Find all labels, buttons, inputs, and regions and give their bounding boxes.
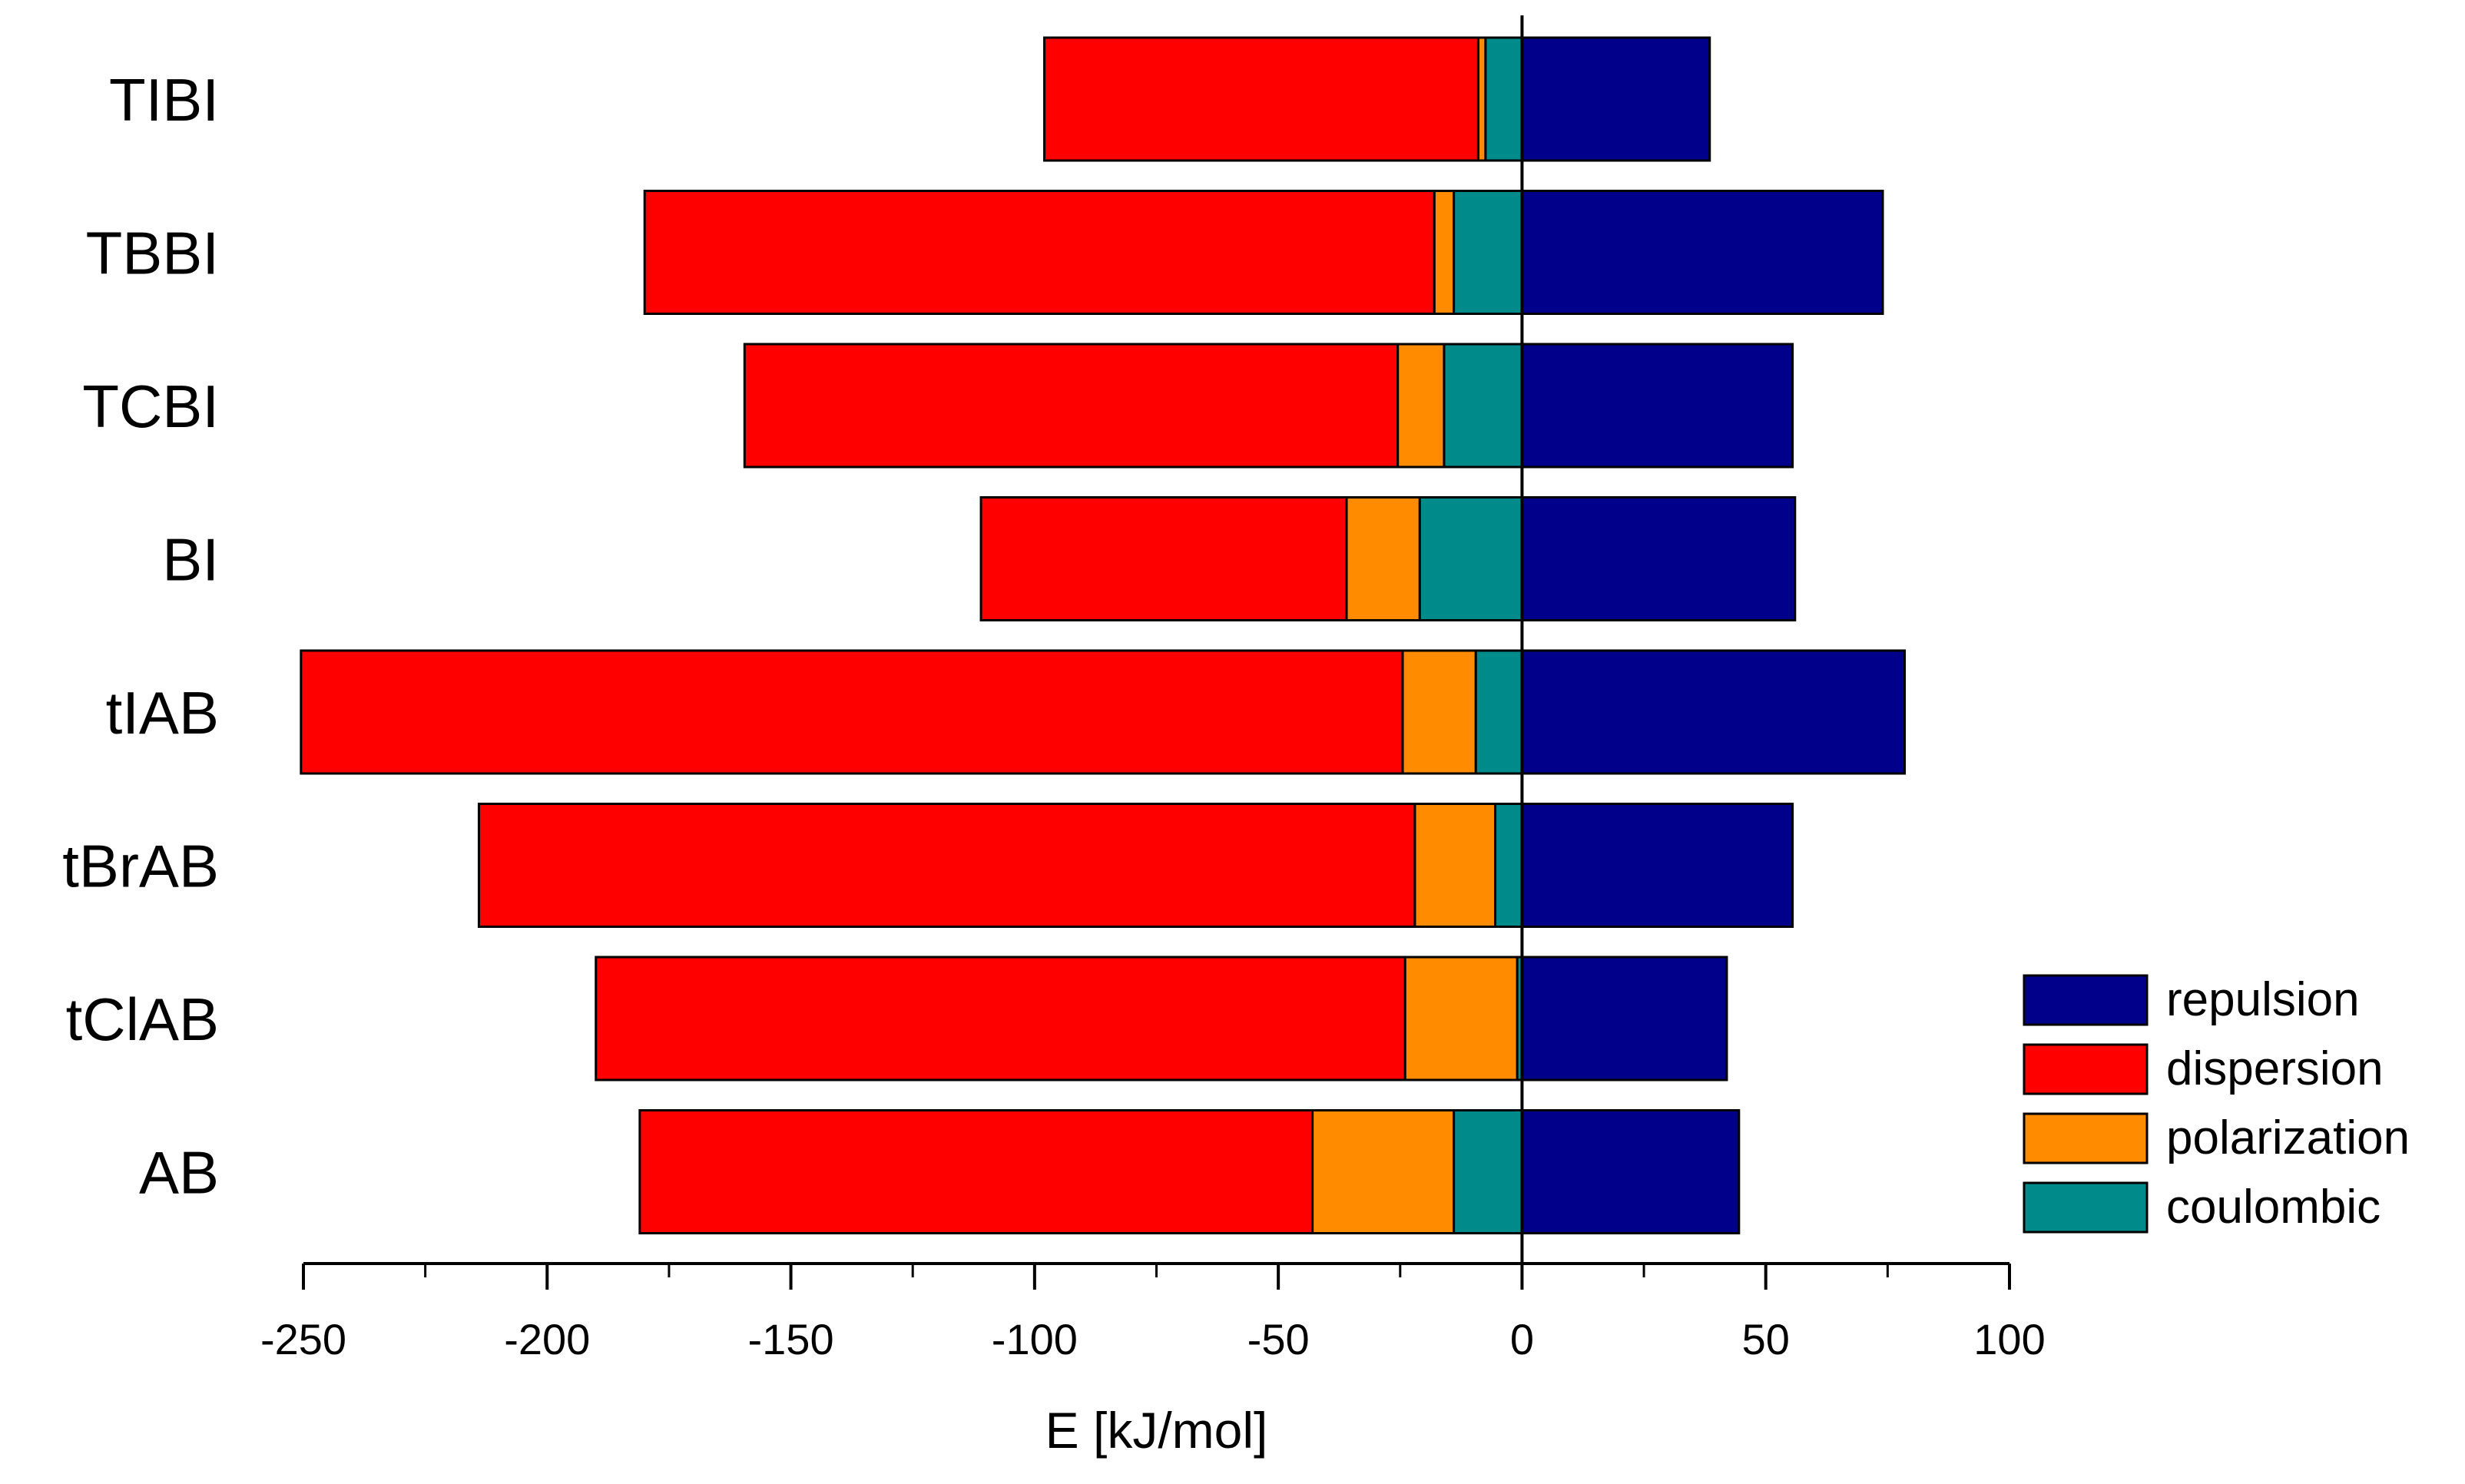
legend: repulsion dispersion polarization coulombic <box>2023 973 2410 1234</box>
bar-repulsion-TIBI <box>1520 36 1711 162</box>
x-tick-label--200: -200 <box>504 1315 590 1363</box>
bar-polarization-BI <box>1345 496 1421 621</box>
x-tick-label-0: 0 <box>1510 1315 1534 1363</box>
bar-dispersion-TCBI <box>743 343 1400 469</box>
bar-coulombic-BI <box>1418 496 1523 621</box>
legend-swatch-dispersion <box>2023 1043 2149 1095</box>
bar-dispersion-tBrAB <box>477 803 1416 928</box>
x-axis: -250 -200 -150 -100 -50 0 50 100 <box>260 1262 2046 1363</box>
bar-coulombic-tIAB <box>1474 649 1523 775</box>
legend-swatch-repulsion <box>2023 974 2149 1026</box>
bar-polarization-TBBI <box>1433 190 1456 315</box>
bar-repulsion-TCBI <box>1520 343 1794 469</box>
bar-repulsion-TBBI <box>1520 190 1884 315</box>
category-label-tBrAB: tBrAB <box>62 833 219 900</box>
bar-repulsion-AB <box>1520 1109 1741 1234</box>
category-label-TIBI: TIBI <box>109 66 219 134</box>
bar-repulsion-BI <box>1520 496 1797 621</box>
bar-dispersion-BI <box>979 496 1348 621</box>
category-label-BI: BI <box>162 526 219 594</box>
bar-coulombic-tBrAB <box>1494 803 1523 928</box>
x-tick-label--250: -250 <box>260 1315 346 1363</box>
bar-polarization-tIAB <box>1401 649 1477 775</box>
bar-repulsion-tIAB <box>1520 649 1907 775</box>
category-labels: TIBI TBBI TCBI BI tIAB tBrAB tClAB AB <box>62 66 219 1207</box>
bar-dispersion-tIAB <box>300 649 1404 775</box>
bar-dispersion-TIBI <box>1043 36 1479 162</box>
bar-repulsion-tClAB <box>1520 956 1728 1082</box>
legend-label-coulombic: coulombic <box>2166 1181 2381 1234</box>
legend-label-dispersion: dispersion <box>2166 1042 2384 1095</box>
x-tick-label--150: -150 <box>748 1315 834 1363</box>
bar-polarization-AB <box>1311 1109 1456 1234</box>
x-axis-title: E [kJ/mol] <box>1045 1402 1268 1459</box>
category-label-TCBI: TCBI <box>82 373 219 440</box>
bar-polarization-tClAB <box>1403 956 1519 1082</box>
legend-label-repulsion: repulsion <box>2166 973 2360 1026</box>
bar-coulombic-TCBI <box>1443 343 1523 469</box>
bar-polarization-TCBI <box>1397 343 1446 469</box>
x-tick-label--100: -100 <box>992 1315 1078 1363</box>
bar-dispersion-TBBI <box>643 190 1436 315</box>
bar-coulombic-TBBI <box>1453 190 1523 315</box>
bar-coulombic-TIBI <box>1484 36 1523 162</box>
category-label-AB: AB <box>139 1139 219 1207</box>
bar-coulombic-AB <box>1453 1109 1523 1234</box>
bar-dispersion-tClAB <box>595 956 1406 1082</box>
category-label-TBBI: TBBI <box>86 220 219 287</box>
legend-swatch-polarization <box>2023 1112 2149 1164</box>
bar-polarization-tBrAB <box>1413 803 1497 928</box>
bar-repulsion-tBrAB <box>1520 803 1794 928</box>
category-label-tIAB: tIAB <box>106 679 219 747</box>
legend-label-polarization: polarization <box>2166 1111 2410 1164</box>
bar-dispersion-AB <box>638 1109 1314 1234</box>
legend-swatch-coulombic <box>2023 1181 2149 1234</box>
category-label-tClAB: tClAB <box>66 985 219 1053</box>
x-tick-label-100: 100 <box>1973 1315 2045 1363</box>
x-tick-label--50: -50 <box>1247 1315 1310 1363</box>
x-tick-label-50: 50 <box>1742 1315 1790 1363</box>
bars-group <box>300 36 1907 1234</box>
